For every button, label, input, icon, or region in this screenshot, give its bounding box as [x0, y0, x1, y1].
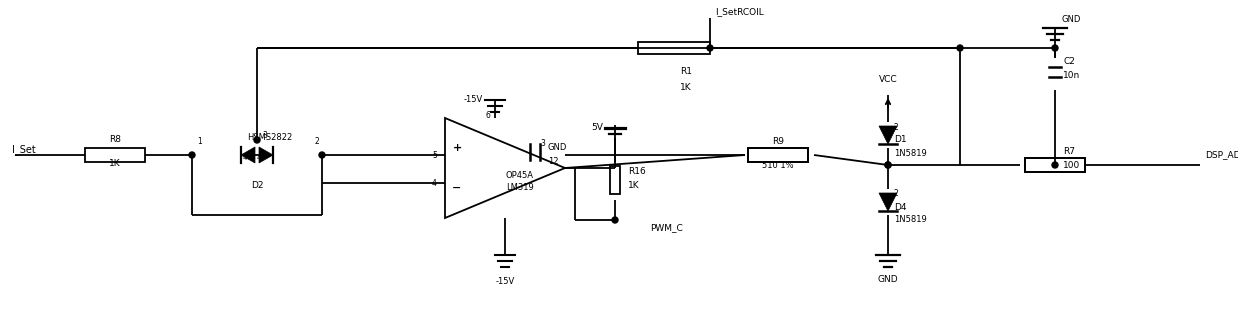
Polygon shape	[879, 126, 898, 144]
Bar	[1025, 158, 1084, 172]
Text: I_SetRCOIL: I_SetRCOIL	[716, 7, 764, 17]
Bar	[85, 148, 145, 162]
Text: R1: R1	[680, 68, 692, 76]
Polygon shape	[259, 147, 274, 163]
Bar	[610, 166, 620, 194]
Text: GND: GND	[1061, 15, 1081, 25]
Text: 2: 2	[894, 123, 899, 132]
Polygon shape	[241, 147, 255, 163]
Text: GND: GND	[878, 276, 899, 284]
Circle shape	[957, 45, 963, 51]
Text: R8: R8	[109, 135, 121, 145]
Bar	[638, 42, 711, 54]
Text: R9: R9	[773, 138, 784, 147]
Text: GND: GND	[548, 143, 567, 153]
Text: LM319: LM319	[506, 183, 534, 193]
Text: OP45A: OP45A	[506, 171, 534, 180]
Text: PWM_C: PWM_C	[650, 223, 682, 233]
Text: 510 1%: 510 1%	[763, 161, 794, 170]
Text: -15V: -15V	[464, 95, 483, 105]
Text: 1N5819: 1N5819	[894, 215, 927, 225]
Text: D2: D2	[251, 180, 264, 189]
Text: 2: 2	[314, 138, 319, 147]
Text: C2: C2	[1063, 58, 1075, 67]
Text: 1K: 1K	[109, 159, 121, 169]
Circle shape	[1052, 162, 1058, 168]
Text: D4: D4	[894, 203, 906, 212]
Bar	[1025, 158, 1084, 172]
Circle shape	[254, 137, 260, 143]
Text: 4: 4	[243, 155, 248, 161]
Text: R16: R16	[628, 167, 646, 177]
Text: 1K: 1K	[680, 84, 692, 92]
Text: 12: 12	[548, 157, 558, 166]
Text: D1: D1	[894, 135, 906, 145]
Circle shape	[885, 162, 891, 168]
Text: 5V: 5V	[591, 124, 603, 132]
Text: HSMS2822: HSMS2822	[248, 133, 292, 142]
Text: 3: 3	[262, 132, 267, 140]
Text: VCC: VCC	[879, 76, 898, 84]
Circle shape	[707, 45, 713, 51]
Bar	[748, 148, 808, 162]
Bar	[748, 148, 808, 162]
Text: 10n: 10n	[1063, 71, 1081, 81]
Circle shape	[885, 162, 891, 168]
Circle shape	[319, 152, 326, 158]
Text: 4: 4	[432, 179, 437, 188]
Text: 3: 3	[541, 139, 546, 148]
Text: DSP_ADI111: DSP_ADI111	[1205, 150, 1238, 159]
Text: 100: 100	[1063, 162, 1081, 171]
Text: 4: 4	[256, 155, 261, 161]
Polygon shape	[879, 193, 898, 211]
Circle shape	[612, 217, 618, 223]
Circle shape	[189, 152, 196, 158]
Text: 2: 2	[894, 189, 899, 198]
Text: 5: 5	[432, 150, 437, 159]
Text: 1K: 1K	[628, 181, 640, 190]
Text: I_Set: I_Set	[12, 145, 36, 156]
Text: 6: 6	[485, 110, 490, 119]
Text: R7: R7	[1063, 148, 1075, 156]
Text: 1: 1	[197, 138, 202, 147]
Text: −: −	[452, 183, 462, 193]
Circle shape	[1052, 45, 1058, 51]
Text: -15V: -15V	[495, 277, 515, 286]
Text: +: +	[452, 143, 462, 153]
Text: 1N5819: 1N5819	[894, 148, 927, 157]
